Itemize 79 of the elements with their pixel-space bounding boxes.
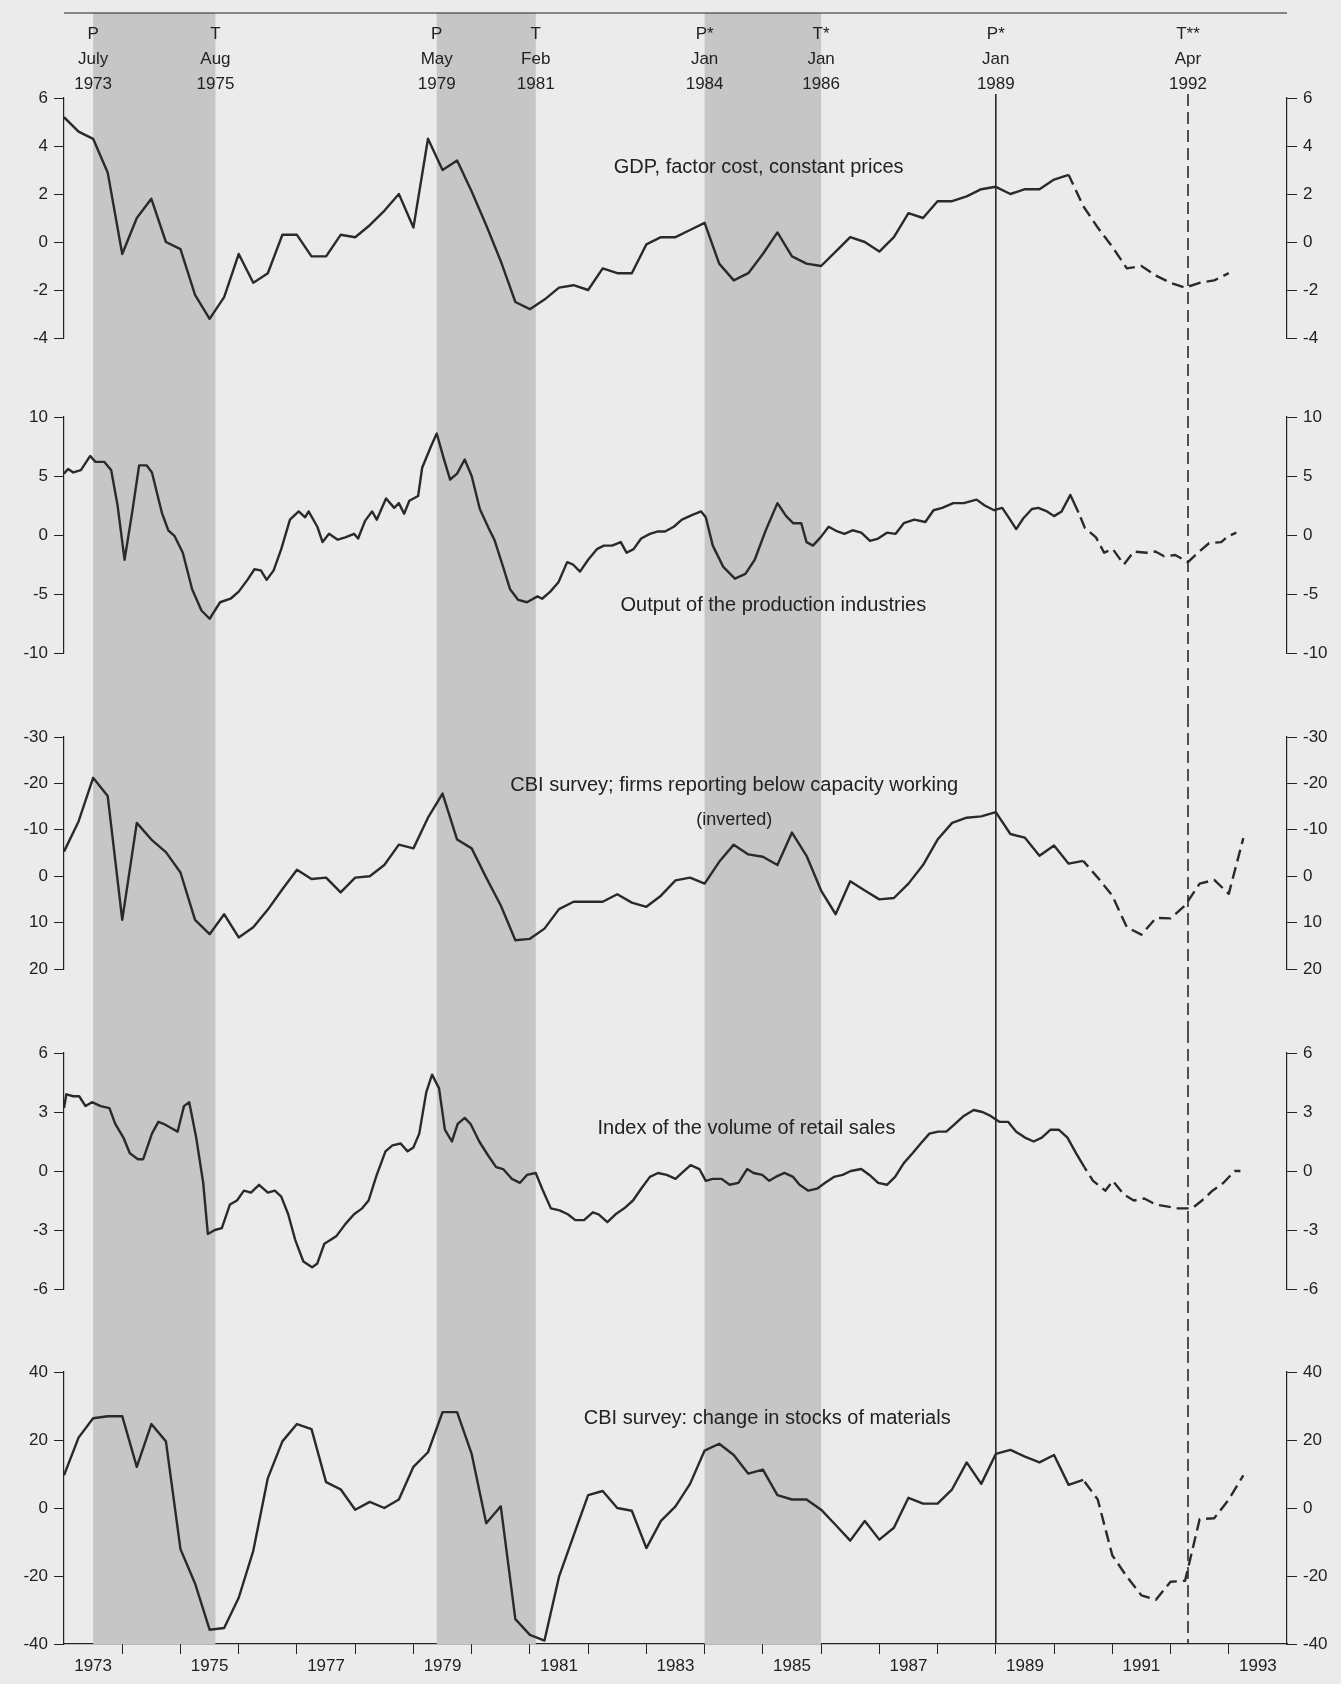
x-tick-label: 1981 (540, 1655, 578, 1675)
y2-tick-label: 3 (1303, 1101, 1313, 1121)
y2-tick-label: 0 (1303, 1160, 1313, 1180)
x-tick-label: 1977 (307, 1655, 345, 1675)
y-tick-label: -6 (32, 1278, 48, 1298)
text: CBI survey; firms reporting below capacity working (510, 773, 959, 796)
y-tick-label: 4 (38, 135, 48, 155)
y2-tick-label: 2 (1303, 183, 1313, 203)
y2-tick-label: 6 (1303, 87, 1313, 107)
y2-tick-label: 5 (1303, 465, 1313, 485)
y-tick-label: -40 (23, 1633, 48, 1653)
x-tick-label: 1973 (74, 1655, 113, 1675)
x-tick-label: 1991 (1122, 1655, 1161, 1675)
y2-tick-label: 20 (1303, 1429, 1322, 1449)
y2-tick-label: 40 (1303, 1361, 1322, 1381)
y2-tick-label: -3 (1303, 1219, 1319, 1239)
x-tick-label: 1985 (773, 1655, 811, 1675)
x-tick-label: 1983 (656, 1655, 695, 1675)
y-tick-label: 6 (38, 1042, 48, 1062)
y-tick-label: 20 (29, 1429, 48, 1449)
x-tick-label: 1993 (1238, 1655, 1277, 1675)
y2-tick-label: -6 (1303, 1278, 1319, 1298)
y2-tick-label: 6 (1303, 1042, 1313, 1062)
text: CBI survey: change in stocks of materials (583, 1405, 951, 1428)
y2-tick-label: -2 (1303, 279, 1319, 299)
y2-tick-label: 0 (1303, 231, 1313, 251)
y-tick-label: 0 (38, 1497, 48, 1517)
y-tick-label: -4 (32, 327, 48, 347)
text: GDP, factor cost, constant prices (613, 155, 904, 178)
y-tick-label: 20 (29, 958, 48, 978)
y2-tick-label: 0 (1303, 524, 1313, 544)
annotation: P May 1979 (417, 24, 456, 93)
y-tick-label: 2 (38, 183, 48, 203)
y-tick-label: 0 (38, 524, 48, 544)
x-tick-label: 1989 (1006, 1655, 1044, 1675)
x-tick-label: 1987 (889, 1655, 928, 1675)
y-tick-label: -20 (23, 1565, 48, 1585)
y2-tick-label: -30 (1303, 726, 1328, 746)
text: Index of the volume of retail sales (597, 1116, 896, 1139)
y2-tick-label: 0 (1303, 865, 1313, 885)
x-tick-label: 1975 (190, 1655, 229, 1675)
y-tick-label: -2 (32, 279, 48, 299)
y2-tick-label: 20 (1303, 958, 1322, 978)
y2-tick-label: -4 (1303, 327, 1319, 347)
y-tick-label: 5 (38, 465, 48, 485)
y-tick-label: 10 (29, 912, 48, 932)
annotation: T* Jan 1986 (802, 24, 841, 93)
y2-tick-label: -10 (1303, 642, 1328, 662)
ref-line-label: T** Apr 1992 (1169, 24, 1207, 93)
y-tick-label: -5 (32, 583, 48, 603)
y-tick-label: 0 (38, 865, 48, 885)
text: Output of the production industries (620, 593, 927, 616)
text: (inverted) (696, 808, 773, 829)
y-tick-label: -3 (32, 1219, 48, 1239)
ref-line-label: P* Jan 1989 (976, 24, 1015, 93)
y2-tick-label: -5 (1303, 583, 1319, 603)
y2-tick-label: -20 (1303, 1565, 1328, 1585)
y2-tick-label: 0 (1303, 1497, 1313, 1517)
annotation: P July 1973 (74, 24, 113, 93)
y-tick-label: -10 (23, 642, 48, 662)
y-tick-label: 0 (38, 1160, 48, 1180)
y2-tick-label: -10 (1303, 819, 1328, 839)
y2-tick-label: 10 (1303, 406, 1322, 426)
annotation: T Feb 1981 (516, 24, 555, 93)
y2-tick-label: -40 (1303, 1633, 1328, 1653)
y-tick-label: -10 (23, 819, 48, 839)
y2-tick-label: -20 (1303, 773, 1328, 793)
x-tick-label: 1979 (423, 1655, 462, 1675)
y2-tick-label: 10 (1303, 912, 1322, 932)
y2-tick-label: 4 (1303, 135, 1313, 155)
y-tick-label: 3 (38, 1101, 48, 1121)
y-tick-label: 6 (38, 87, 48, 107)
y-tick-label: 10 (29, 406, 48, 426)
annotation: T Aug 1975 (196, 24, 235, 93)
annotation: P* Jan 1984 (685, 24, 724, 93)
y-tick-label: -30 (23, 726, 48, 746)
y-tick-label: 0 (38, 231, 48, 251)
y-tick-label: 40 (29, 1361, 48, 1381)
y-tick-label: -20 (23, 773, 48, 793)
